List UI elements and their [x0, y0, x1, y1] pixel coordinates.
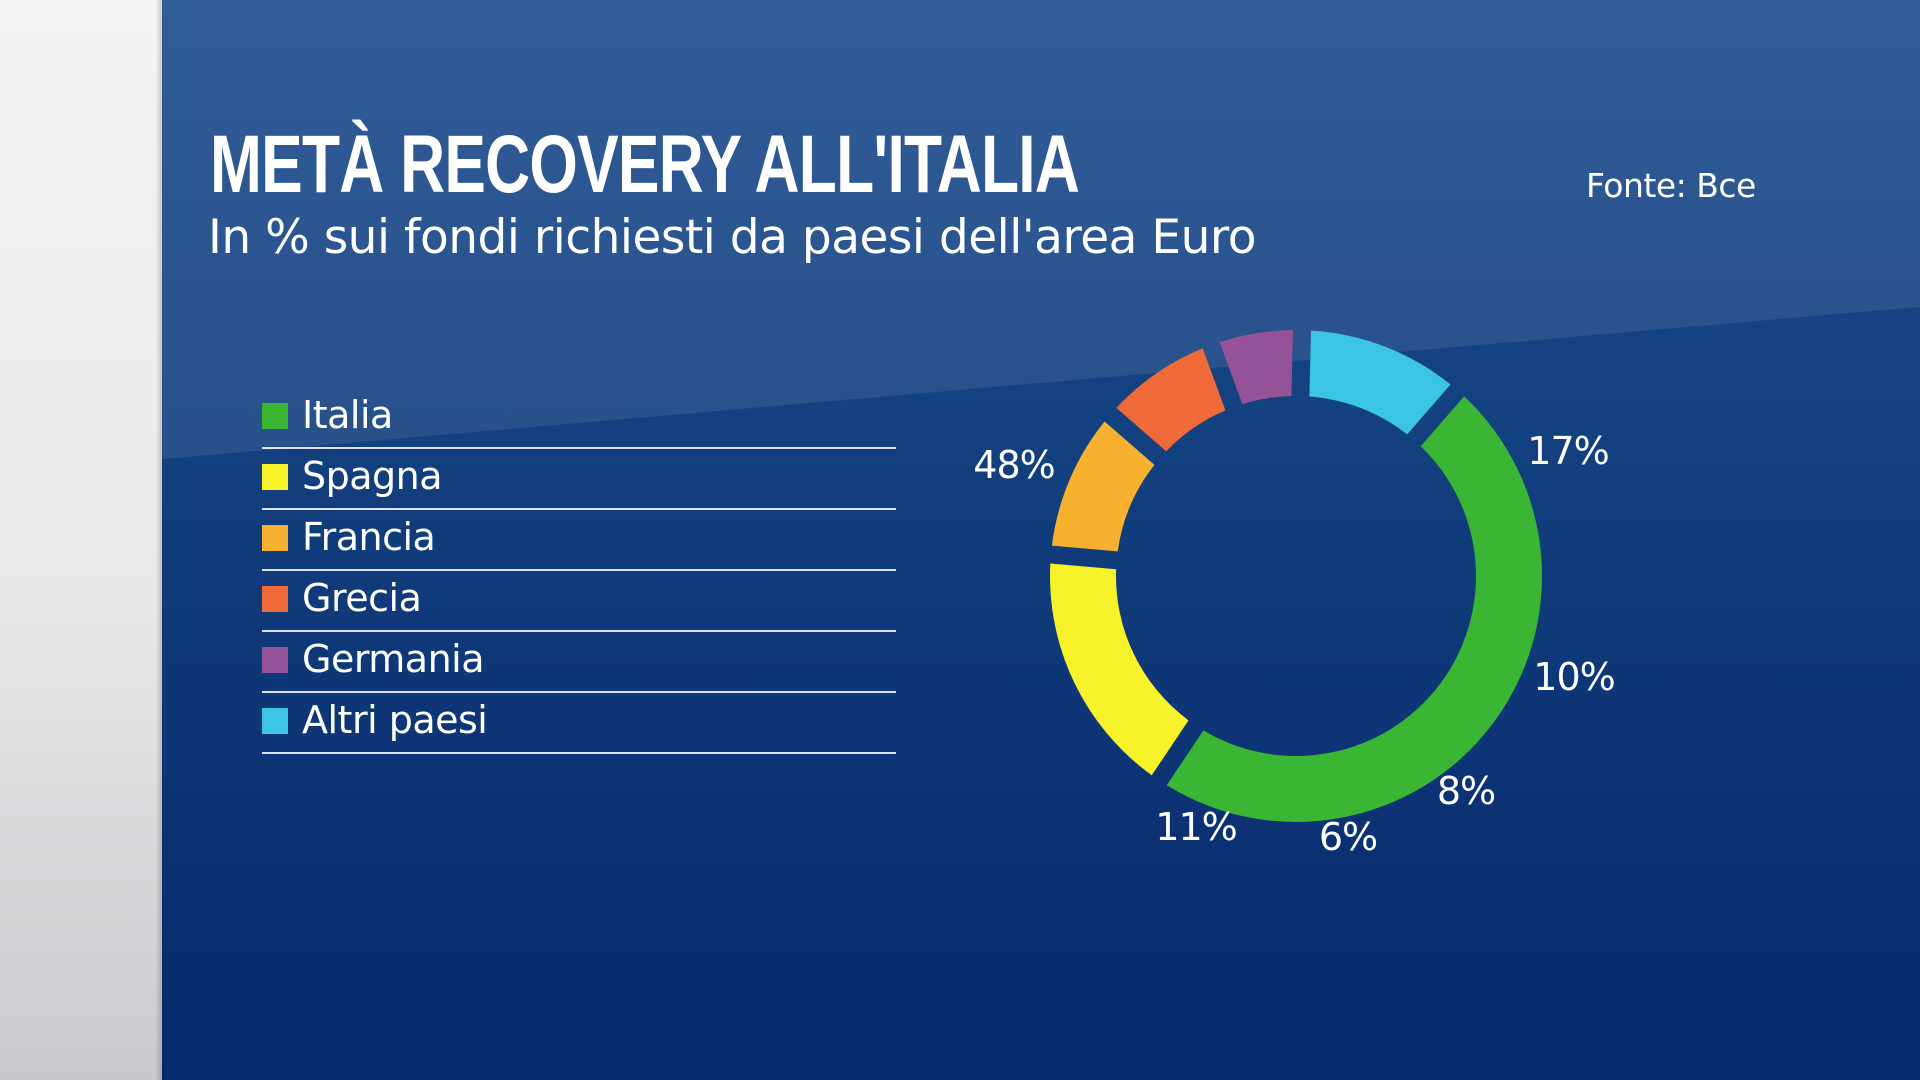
- legend-swatch: [262, 403, 288, 429]
- legend-item-grecia: Grecia: [262, 571, 896, 632]
- chart-legend: Italia Spagna Francia Grecia Germania Al…: [262, 388, 896, 754]
- legend-swatch: [262, 464, 288, 490]
- legend-item-francia: Francia: [262, 510, 896, 571]
- legend-label: Grecia: [302, 576, 422, 620]
- data-label-altri-paesi: 11%: [1155, 805, 1236, 849]
- left-side-strip: [0, 0, 162, 1080]
- chart-panel: [162, 0, 1920, 1080]
- donut-slice-grecia: [1116, 348, 1226, 452]
- data-label-francia: 10%: [1533, 655, 1614, 699]
- data-label-spagna: 17%: [1527, 429, 1608, 473]
- data-label-grecia: 8%: [1437, 769, 1495, 813]
- donut-slice-francia: [1051, 421, 1155, 552]
- legend-swatch: [262, 525, 288, 551]
- legend-item-spagna: Spagna: [262, 449, 896, 510]
- legend-item-italia: Italia: [262, 388, 896, 449]
- chart-subtitle: In % sui fondi richiesti da paesi dell'a…: [208, 210, 1256, 265]
- data-label-italia: 48%: [973, 443, 1054, 487]
- legend-swatch: [262, 647, 288, 673]
- donut-slice-altri-paesi: [1309, 330, 1451, 435]
- legend-swatch: [262, 586, 288, 612]
- legend-label: Italia: [302, 393, 393, 437]
- donut-slice-germania: [1219, 330, 1294, 405]
- legend-swatch: [262, 708, 288, 734]
- source-note: Fonte: Bce: [1586, 166, 1756, 205]
- legend-item-germania: Germania: [262, 632, 896, 693]
- donut-slice-spagna: [1050, 563, 1189, 776]
- legend-label: Spagna: [302, 454, 443, 498]
- data-label-germania: 6%: [1319, 815, 1377, 859]
- chart-title: METÀ RECOVERY ALL'ITALIA: [210, 119, 1080, 210]
- legend-label: Francia: [302, 515, 436, 559]
- legend-label: Altri paesi: [302, 698, 488, 742]
- legend-label: Germania: [302, 637, 485, 681]
- donut-slice-italia: [1166, 396, 1542, 822]
- legend-item-altri-paesi: Altri paesi: [262, 693, 896, 754]
